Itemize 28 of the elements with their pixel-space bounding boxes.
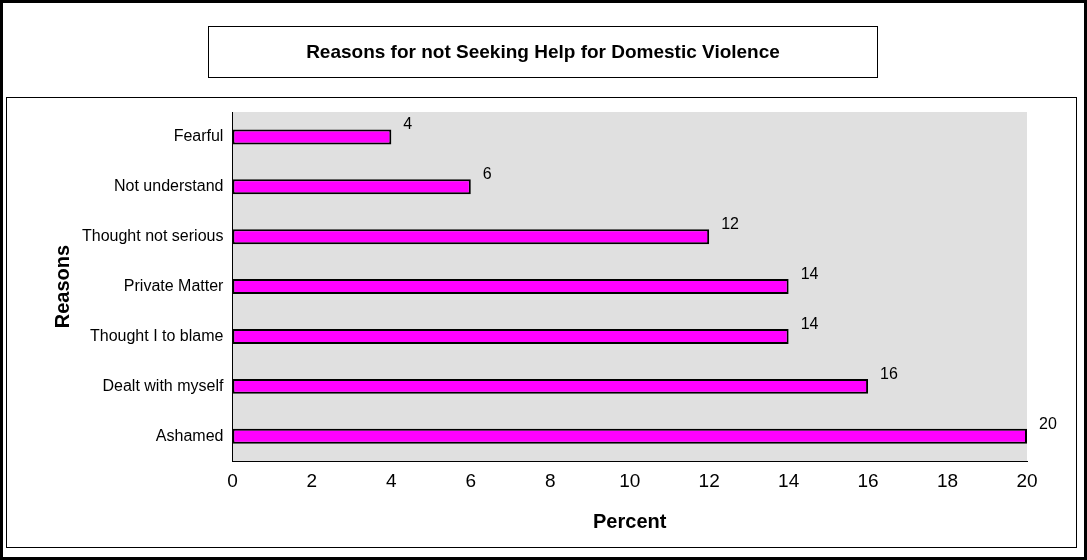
x-tick-label: 18: [936, 469, 959, 491]
x-tick-label: 4: [386, 469, 398, 491]
data-label: 12: [721, 215, 740, 233]
y-tick-label: Fearful: [173, 127, 224, 145]
y-tick-label: Dealt with myself: [102, 376, 224, 394]
x-tick-label: 0: [227, 469, 238, 491]
x-tick-label: 16: [857, 469, 879, 491]
x-tick-label: 10: [619, 469, 641, 491]
x-tick-label: 2: [306, 469, 318, 491]
data-label: 20: [1039, 414, 1057, 432]
x-tick-label: 6: [465, 469, 477, 491]
y-axis-title: Reasons: [50, 244, 73, 329]
y-tick-label: Thought not serious: [82, 227, 224, 245]
chart-title: Reasons for not Seeking Help for Domestic Violence: [208, 26, 878, 78]
data-label: 14: [800, 265, 819, 283]
y-tick-label: Not understand: [114, 177, 224, 195]
x-axis-title: Percent: [593, 509, 667, 532]
x-tick-label: 12: [698, 469, 720, 491]
data-label: 14: [800, 314, 819, 332]
y-tick-label: Thought I to blame: [90, 326, 224, 344]
y-tick-label: Private Matter: [123, 277, 225, 295]
x-tick-label: 20: [1016, 469, 1038, 491]
x-tick-label: 8: [544, 469, 556, 491]
data-label: 6: [482, 165, 492, 183]
data-label: 4: [403, 115, 413, 133]
y-tick-label: Ashamed: [155, 426, 224, 444]
x-tick-label: 14: [778, 469, 800, 491]
data-label: 16: [880, 364, 898, 382]
